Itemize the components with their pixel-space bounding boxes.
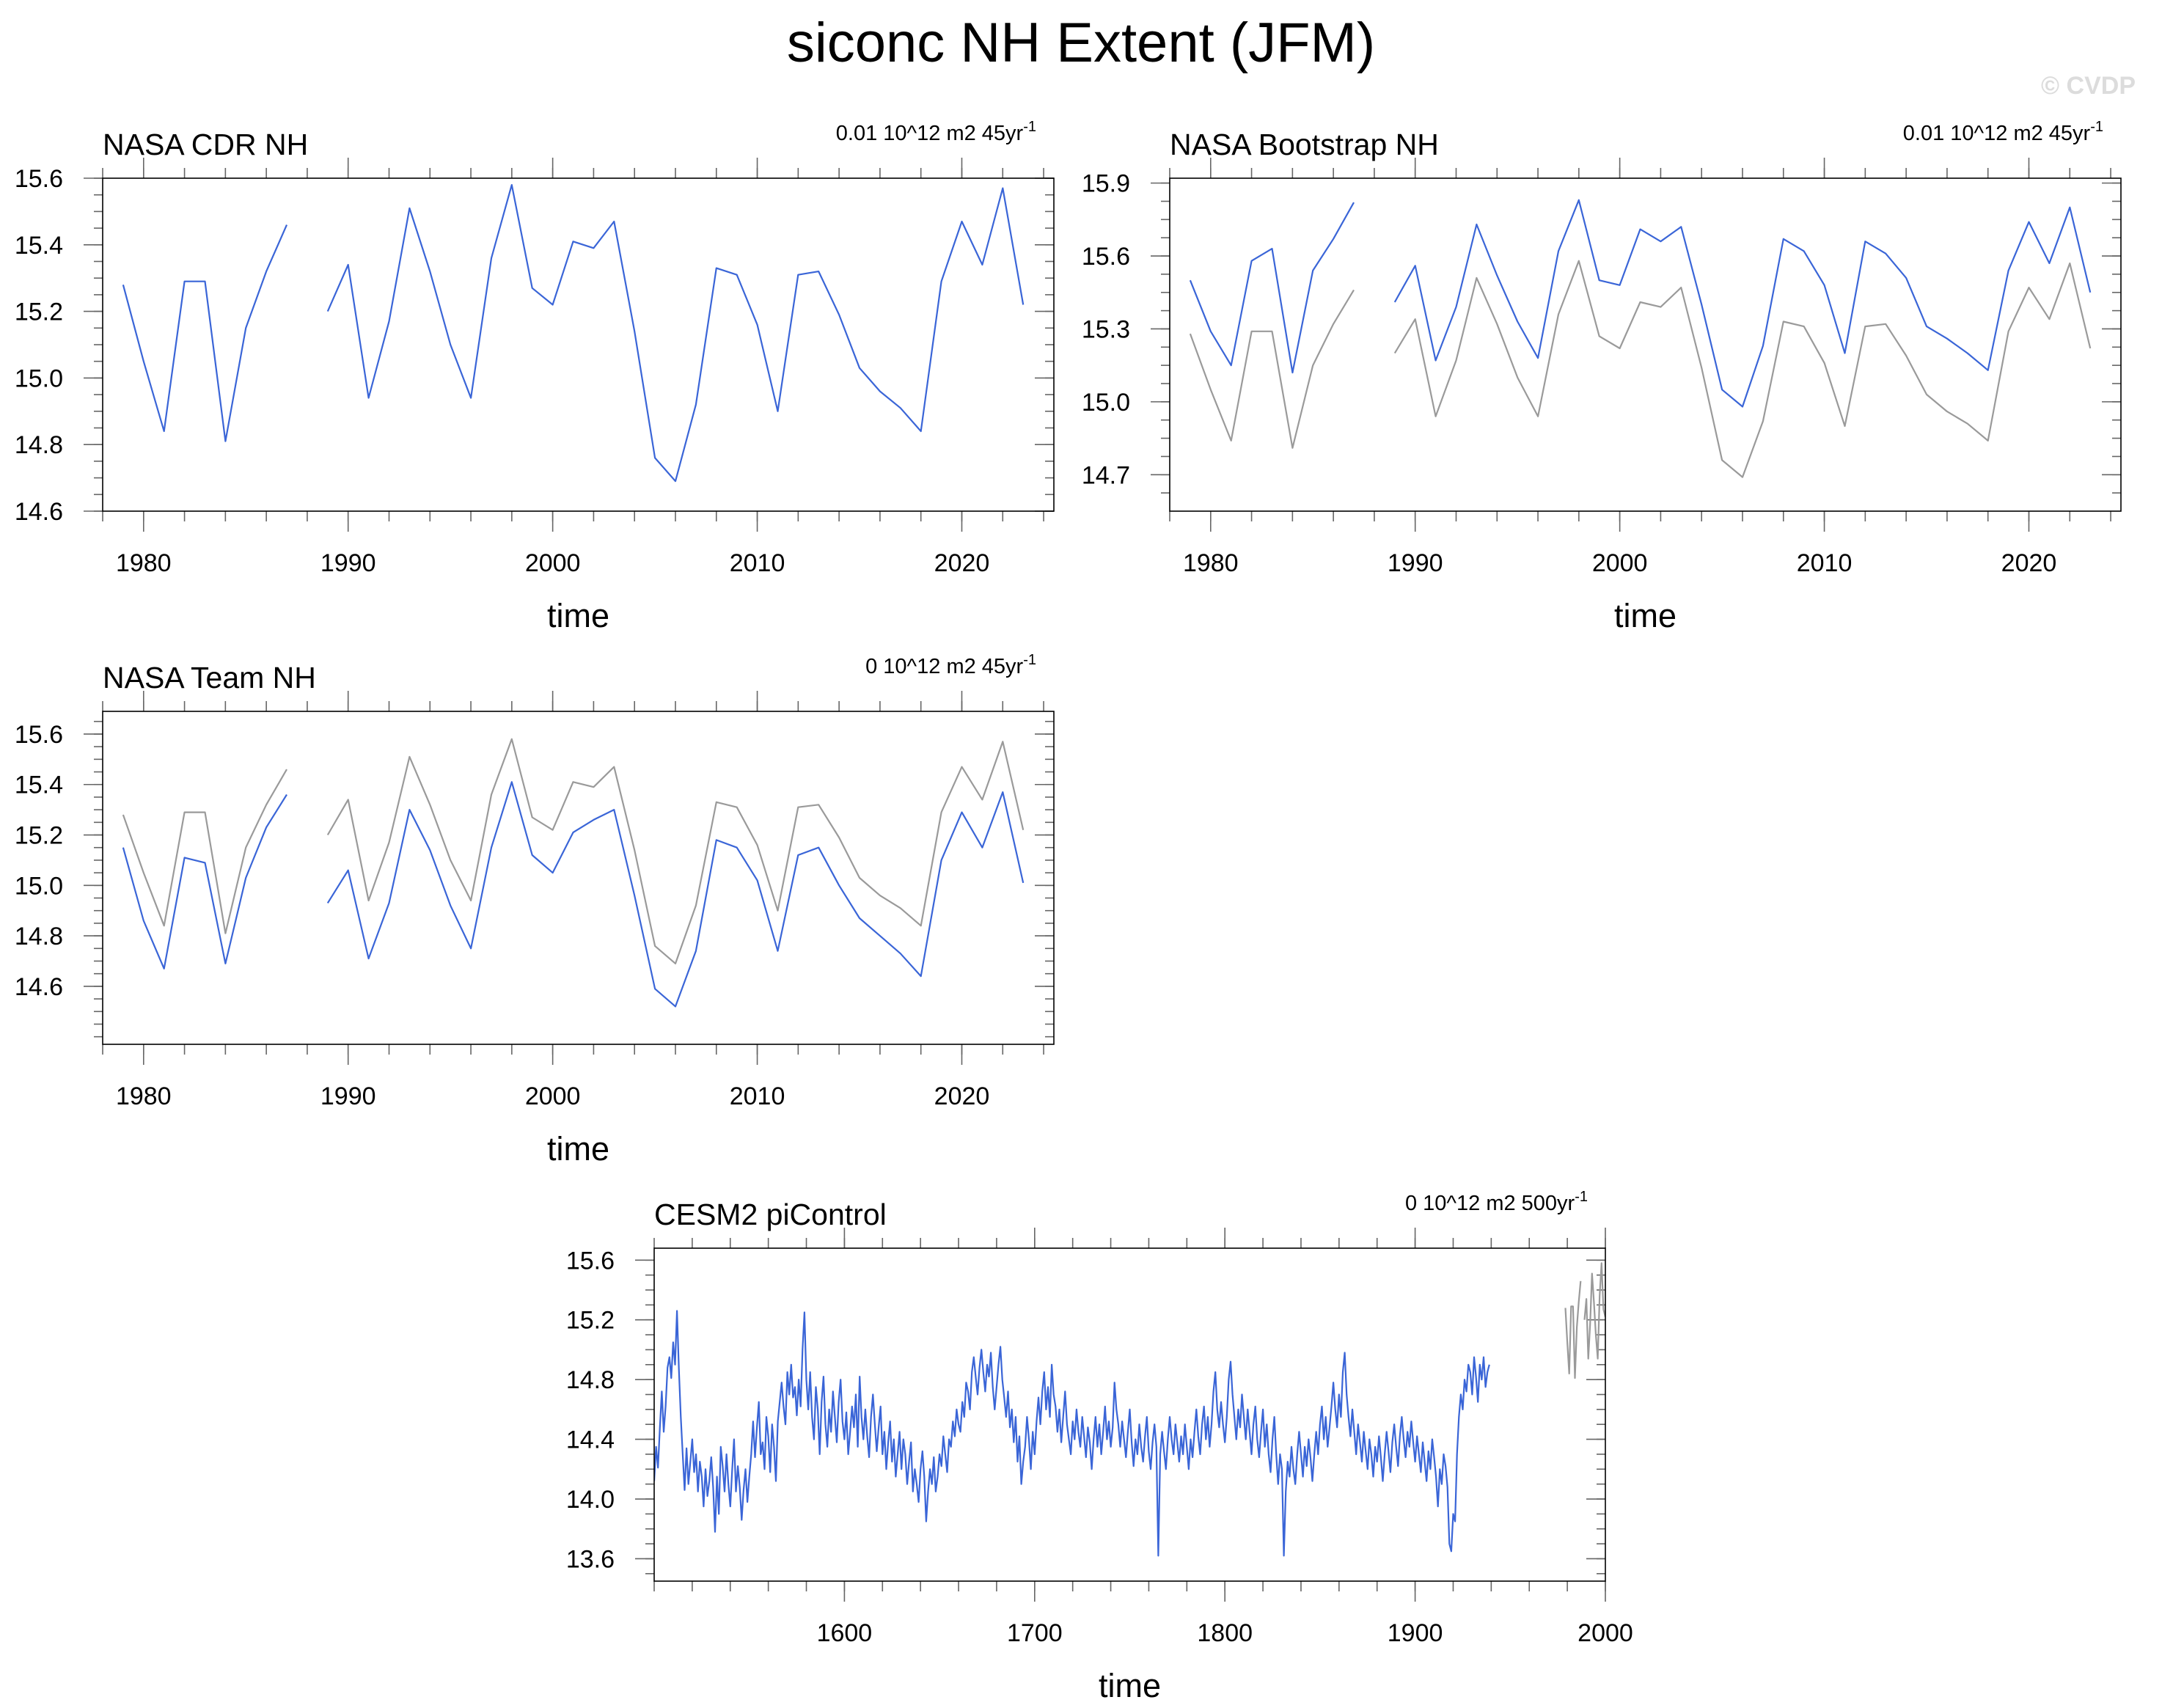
- minor-ticks: [645, 1238, 1606, 1591]
- x-axis-label: time: [1614, 597, 1677, 634]
- trend-label: 0 10^12 m2 45yr-1: [865, 652, 1036, 678]
- x-tick-label: 2000: [525, 1082, 581, 1110]
- x-tick-label: 1800: [1197, 1619, 1253, 1647]
- trend-exponent: -1: [1575, 1189, 1588, 1205]
- x-tick-label: 1980: [116, 1082, 172, 1110]
- series-line-reference: [122, 738, 1025, 964]
- trend-value: 0.01 10^12 m2 45yr: [836, 122, 1024, 145]
- chart-panel-4: CESM2 piControl 0 10^12 m2 500yr-1 1600 170…: [566, 1189, 1633, 1704]
- series-line-reference: [1564, 1262, 1605, 1379]
- series-line-primary: [122, 184, 1025, 483]
- trend-label: 0 10^12 m2 500yr-1: [1405, 1189, 1588, 1215]
- x-axis-label: time: [1099, 1667, 1161, 1704]
- plot-frame: [102, 711, 1055, 1045]
- x-tick-label: 1990: [320, 549, 376, 577]
- y-tick-label: 13.6: [566, 1545, 615, 1573]
- y-tick-label: 14.8: [566, 1366, 615, 1394]
- x-tick-label: 1980: [116, 549, 172, 577]
- watermark: © CVDP: [2041, 72, 2136, 100]
- trend-label: 0.01 10^12 m2 45yr-1: [1903, 119, 2103, 145]
- trend-label: 0.01 10^12 m2 45yr-1: [836, 119, 1036, 145]
- y-tick-label: 15.6: [15, 165, 63, 193]
- chart-panel-2: NASA Bootstrap NH 0.01 10^12 m2 45yr-1 198…: [1082, 119, 2122, 634]
- y-tick-label: 15.9: [1082, 170, 1130, 198]
- trend-value: 0 10^12 m2 500yr: [1405, 1192, 1575, 1215]
- x-tick-label: 2000: [1577, 1619, 1633, 1647]
- x-tick-label: 2010: [730, 1082, 785, 1110]
- x-tick-label: 2000: [1592, 549, 1648, 577]
- y-tick-label: 15.4: [15, 771, 63, 799]
- series-line-primary: [122, 781, 1025, 1008]
- series-line-primary: [1189, 199, 2092, 408]
- x-tick-label: 1700: [1007, 1619, 1063, 1647]
- x-tick-label: 1900: [1388, 1619, 1443, 1647]
- panel-title: NASA Team NH: [103, 661, 316, 694]
- y-tick-label: 14.6: [15, 498, 63, 526]
- panel-title: NASA CDR NH: [103, 128, 308, 161]
- y-tick-label: 15.6: [566, 1247, 615, 1275]
- plot-frame: [102, 177, 1055, 512]
- y-tick-label: 15.0: [1082, 389, 1130, 417]
- y-tick-label: 14.6: [15, 973, 63, 1001]
- figure-title: siconc NH Extent (JFM): [787, 12, 1375, 74]
- x-tick-label: 2010: [730, 549, 785, 577]
- trend-value: 0 10^12 m2 45yr: [865, 655, 1023, 678]
- x-tick-label: 1990: [320, 1082, 376, 1110]
- y-tick-label: 14.8: [15, 923, 63, 950]
- x-tick-label: 2020: [934, 549, 990, 577]
- y-tick-label: 14.4: [566, 1426, 615, 1454]
- x-tick-label: 1980: [1183, 549, 1239, 577]
- minor-ticks: [1161, 168, 2121, 521]
- y-tick-label: 15.4: [15, 232, 63, 260]
- trend-exponent: -1: [2090, 119, 2103, 135]
- x-tick-label: 1990: [1388, 549, 1443, 577]
- plot-frame: [1169, 177, 2122, 512]
- x-tick-label: 2020: [934, 1082, 990, 1110]
- y-tick-label: 14.8: [15, 431, 63, 459]
- panel-title: CESM2 piControl: [654, 1198, 887, 1231]
- x-axis-label: time: [547, 1130, 609, 1168]
- y-tick-label: 15.3: [1082, 315, 1130, 343]
- trend-exponent: -1: [1023, 652, 1036, 668]
- x-tick-label: 2020: [2001, 549, 2057, 577]
- y-tick-label: 15.0: [15, 364, 63, 392]
- y-tick-label: 15.2: [15, 822, 63, 850]
- y-tick-label: 15.6: [15, 721, 63, 749]
- x-tick-label: 2000: [525, 549, 581, 577]
- plot-frame: [653, 1247, 1606, 1582]
- minor-ticks: [94, 168, 1054, 521]
- chart-panel-1: NASA CDR NH 0.01 10^12 m2 45yr-1 1980 1990 2…: [15, 119, 1055, 634]
- trend-value: 0.01 10^12 m2 45yr: [1903, 122, 2091, 145]
- y-tick-label: 15.2: [566, 1307, 615, 1335]
- y-tick-label: 15.6: [1082, 243, 1130, 271]
- x-tick-label: 2010: [1797, 549, 1853, 577]
- y-tick-label: 14.7: [1082, 461, 1130, 489]
- chart-panel-3: NASA Team NH 0 10^12 m2 45yr-1 1980 1990 200…: [15, 652, 1055, 1168]
- series-line-primary: [654, 1310, 1490, 1557]
- panel-title: NASA Bootstrap NH: [1170, 128, 1439, 161]
- series-line-reference: [1189, 260, 2092, 478]
- trend-exponent: -1: [1023, 119, 1036, 135]
- x-tick-label: 1600: [817, 1619, 873, 1647]
- y-tick-label: 14.0: [566, 1486, 615, 1514]
- y-tick-label: 15.0: [15, 872, 63, 900]
- y-tick-label: 15.2: [15, 298, 63, 326]
- x-axis-label: time: [547, 597, 609, 634]
